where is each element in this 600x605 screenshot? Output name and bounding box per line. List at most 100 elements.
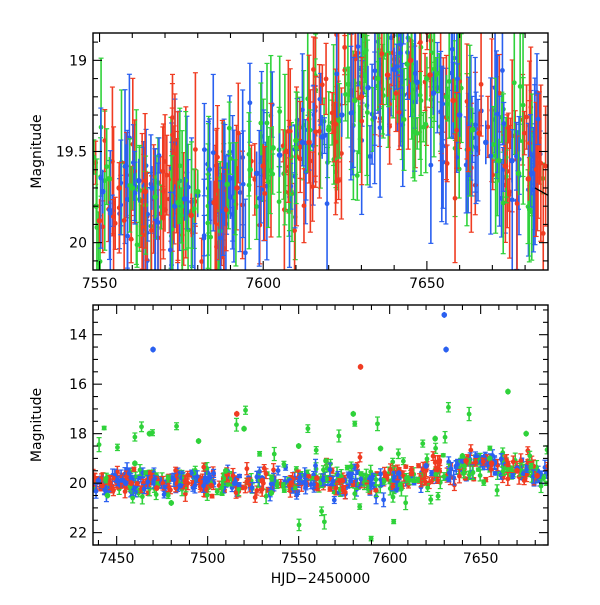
data-point [388, 467, 393, 472]
data-point [102, 426, 107, 431]
data-point [294, 493, 299, 498]
data-point [509, 466, 514, 471]
data-point [375, 421, 380, 426]
data-point [331, 479, 336, 484]
data-point [228, 194, 234, 200]
data-point [358, 477, 363, 482]
data-point [234, 422, 239, 427]
data-point [94, 489, 99, 494]
data-point [428, 163, 433, 168]
data-point [481, 459, 486, 464]
data-point [154, 492, 159, 497]
data-point [227, 126, 232, 131]
data-point [433, 472, 438, 477]
data-point [241, 182, 246, 187]
data-point [346, 82, 351, 87]
data-point [529, 464, 534, 469]
data-point [435, 478, 440, 483]
data-point [515, 201, 520, 206]
data-point [257, 451, 262, 456]
data-point [247, 167, 253, 173]
data-point [224, 182, 230, 188]
data-point [349, 464, 354, 469]
data-point [457, 474, 462, 479]
data-point [104, 476, 109, 481]
data-point [398, 483, 403, 488]
data-point [391, 67, 397, 73]
data-point [292, 228, 297, 233]
data-point [444, 94, 450, 100]
data-point [116, 185, 122, 191]
data-point [186, 185, 191, 190]
data-point [443, 435, 448, 440]
data-point [302, 203, 307, 208]
data-point [136, 178, 142, 184]
data-point [132, 435, 137, 440]
data-point [193, 147, 198, 152]
data-point [408, 58, 414, 64]
data-point [503, 163, 509, 169]
data-point [152, 194, 158, 200]
data-point [250, 485, 255, 490]
data-point [368, 154, 373, 159]
data-point [170, 282, 175, 287]
data-point [100, 189, 106, 195]
data-point [355, 173, 360, 178]
data-point [243, 485, 248, 490]
data-point [505, 476, 510, 481]
data-point [175, 200, 181, 206]
data-point [373, 488, 378, 493]
data-point [435, 459, 440, 464]
data-point [507, 189, 512, 194]
data-point [272, 452, 277, 457]
data-point [518, 84, 523, 89]
data-point [447, 470, 452, 475]
x-tick-label: 7650 [409, 276, 445, 292]
data-point [139, 424, 144, 429]
data-point [156, 220, 161, 225]
data-point [522, 131, 527, 136]
data-point [378, 125, 383, 130]
data-point [359, 94, 365, 100]
data-point [270, 145, 276, 151]
data-point [487, 446, 492, 451]
data-point [270, 172, 275, 177]
data-point [352, 491, 357, 496]
data-point [527, 453, 532, 458]
data-point [468, 448, 473, 453]
data-point [164, 173, 169, 178]
data-point [527, 207, 532, 212]
data-point [457, 112, 463, 118]
data-point [111, 214, 116, 219]
data-point [324, 77, 329, 82]
data-point [207, 167, 212, 172]
data-point [228, 156, 233, 161]
data-point [534, 167, 539, 172]
data-point [195, 189, 201, 195]
data-point [510, 474, 515, 479]
data-point [205, 493, 210, 498]
data-point [512, 80, 517, 85]
data-point [390, 484, 395, 489]
data-point [97, 218, 103, 224]
y-tick-label: 20 [69, 236, 87, 252]
data-point [509, 158, 515, 164]
data-point [328, 487, 333, 492]
data-point [394, 91, 399, 96]
data-point [545, 447, 550, 452]
data-point [306, 426, 311, 431]
data-point [461, 471, 466, 476]
data-point [397, 110, 402, 115]
data-point [349, 471, 354, 476]
data-point [332, 121, 338, 127]
data-point [211, 150, 216, 155]
data-point [446, 405, 451, 410]
data-point [129, 185, 135, 191]
data-point [479, 82, 484, 87]
data-point [442, 474, 447, 479]
data-point [483, 140, 489, 146]
data-point [182, 196, 188, 202]
data-point [455, 462, 460, 467]
